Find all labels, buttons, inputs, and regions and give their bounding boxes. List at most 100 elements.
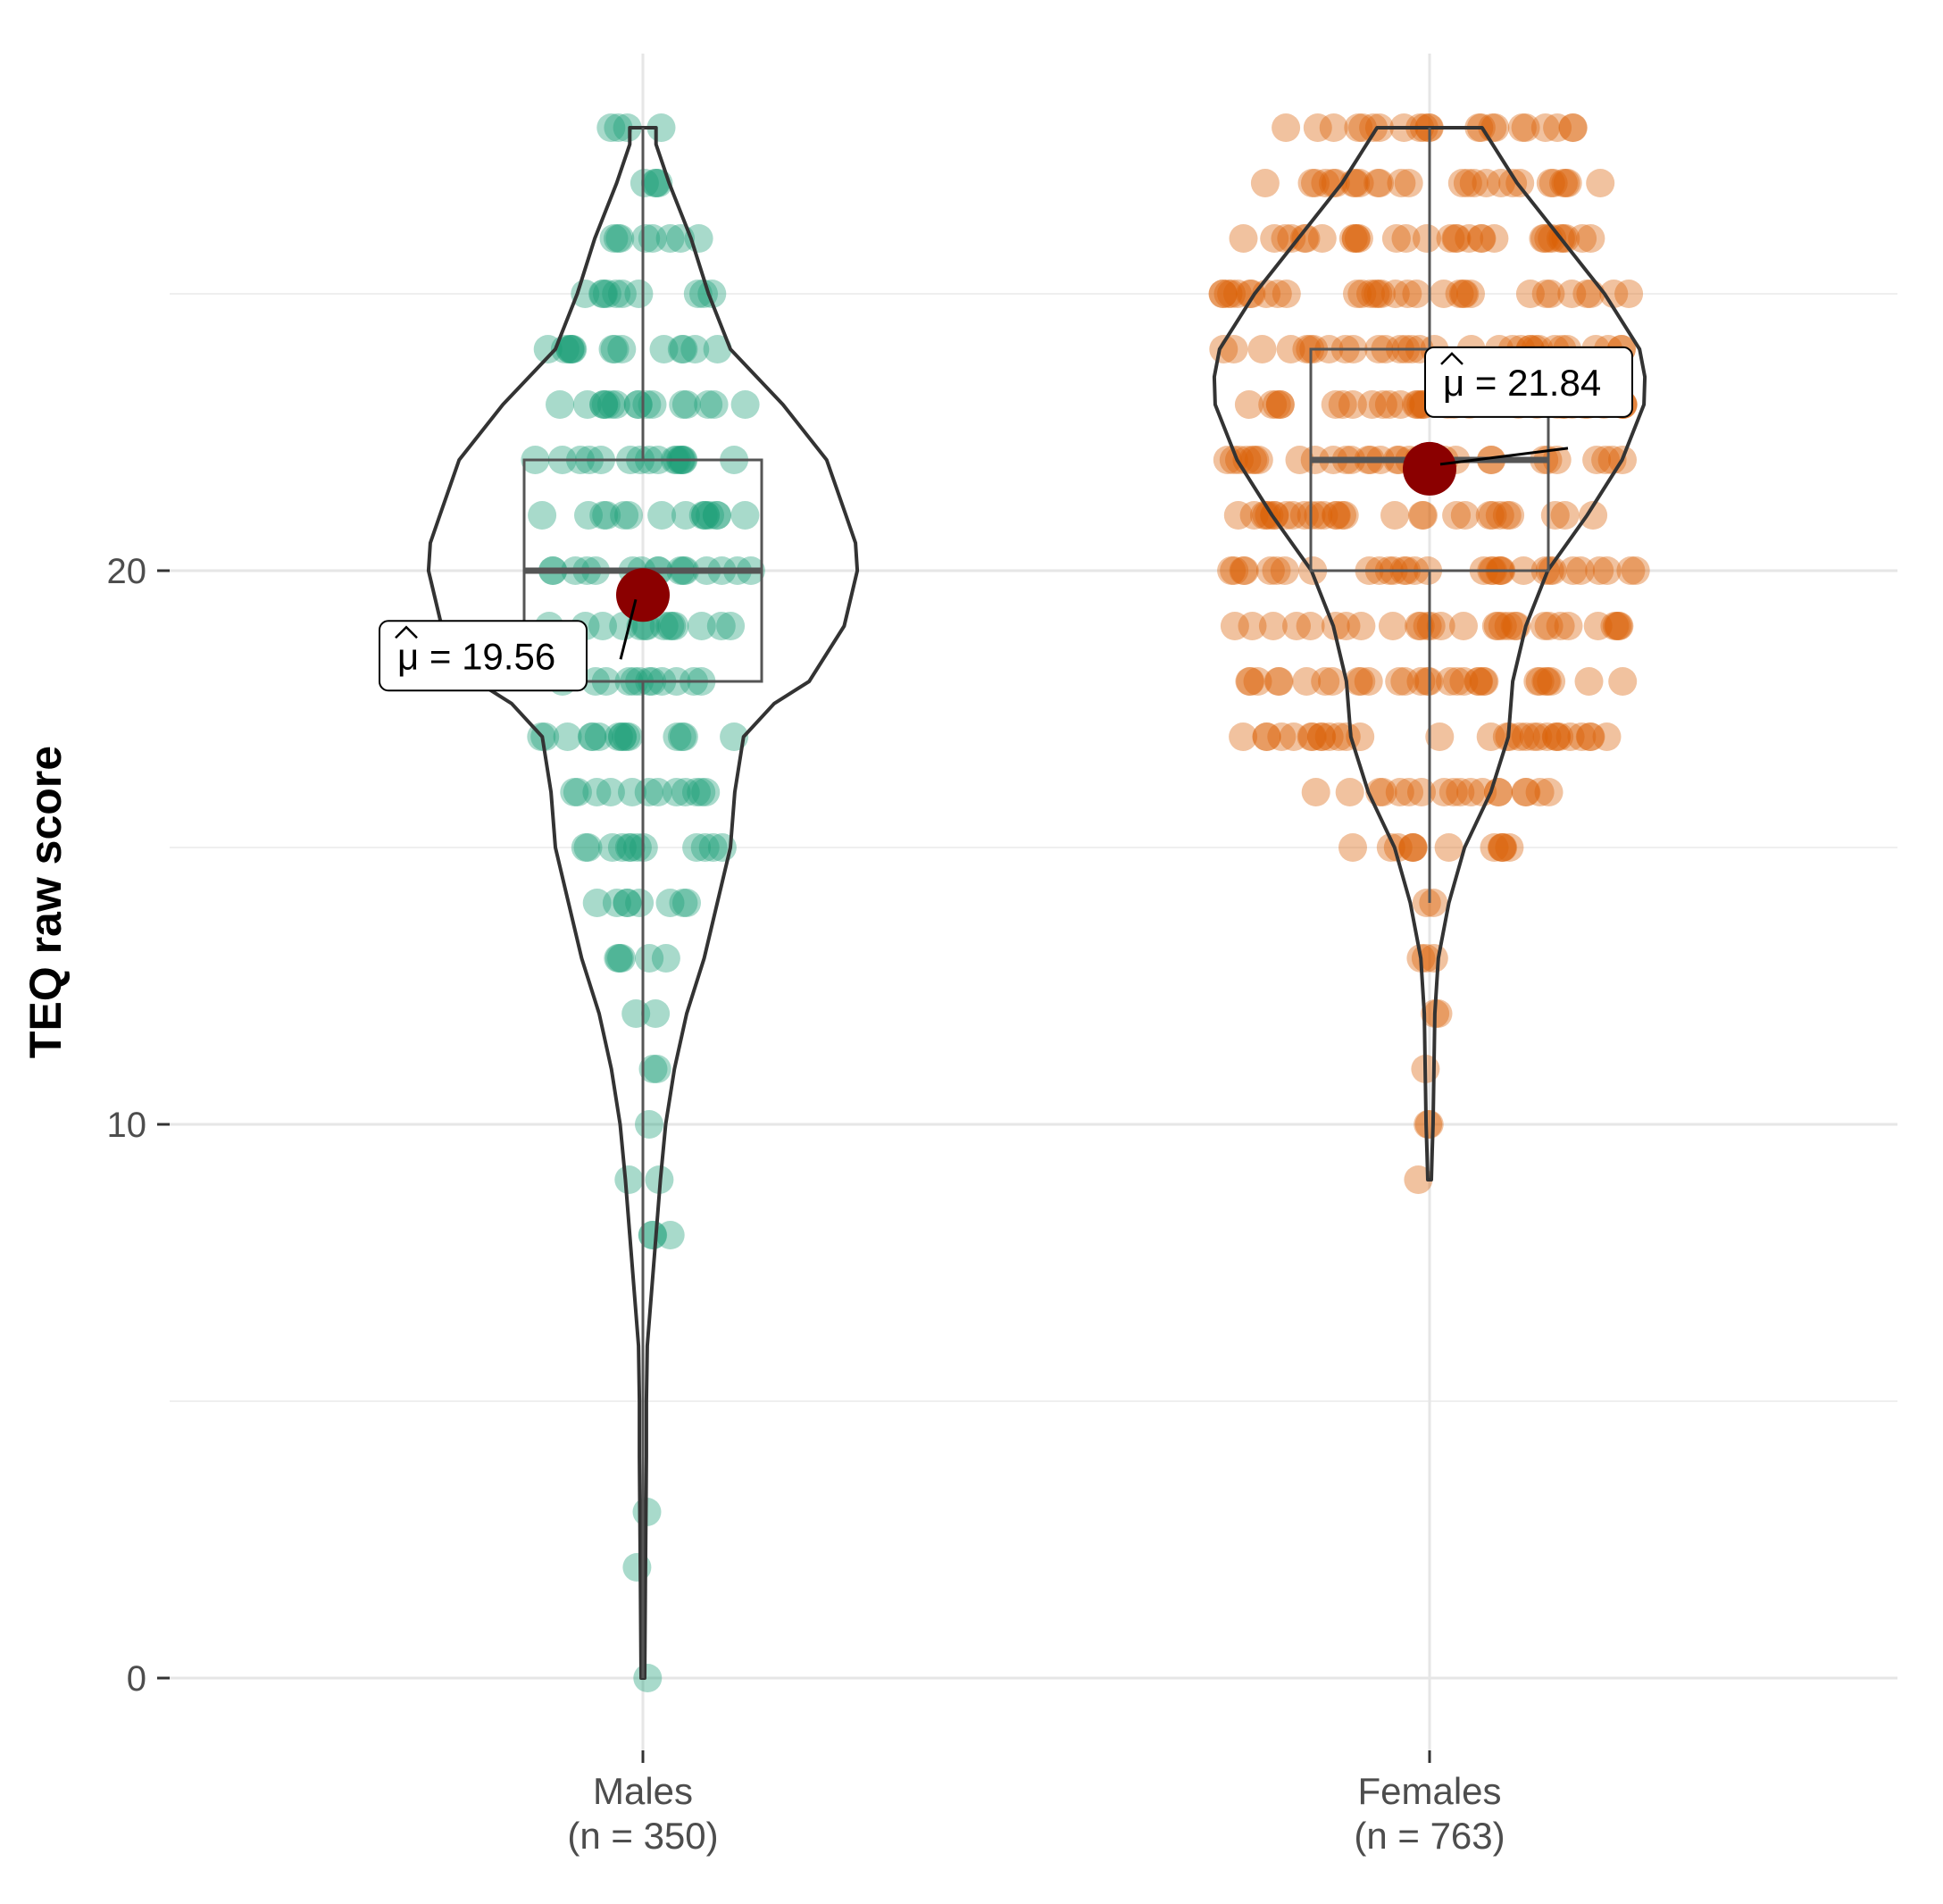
- data-point: [1243, 667, 1272, 696]
- mean-symbol: μ: [397, 635, 419, 677]
- data-point: [1529, 224, 1558, 253]
- data-point: [1436, 667, 1464, 696]
- data-point: [1538, 224, 1567, 253]
- data-point: [691, 778, 721, 806]
- data-point: [584, 722, 613, 751]
- data-point: [1453, 169, 1482, 197]
- data-point: [1405, 612, 1433, 640]
- data-point: [638, 1221, 668, 1249]
- data-point: [1456, 280, 1485, 308]
- data-point: [1413, 1110, 1443, 1139]
- data-point: [596, 778, 625, 806]
- data-point: [1338, 390, 1367, 419]
- data-point: [641, 169, 671, 197]
- data-point: [657, 612, 687, 640]
- data-point: [1567, 722, 1597, 751]
- data-point: [1500, 612, 1530, 640]
- data-point: [1608, 667, 1638, 696]
- data-point: [592, 501, 621, 530]
- data-point: [641, 999, 671, 1028]
- data-point: [663, 722, 692, 751]
- data-point: [1301, 169, 1330, 197]
- data-point: [1321, 612, 1350, 640]
- data-point: [1322, 501, 1351, 530]
- data-point: [1512, 778, 1541, 806]
- data-point: [1416, 612, 1446, 640]
- data-point: [1363, 169, 1393, 197]
- data-point: [533, 335, 563, 363]
- data-point: [1354, 667, 1383, 696]
- data-point: [612, 722, 641, 751]
- data-point: [669, 722, 698, 751]
- data-point: [1307, 722, 1337, 751]
- data-point: [1391, 224, 1421, 253]
- data-point: [1285, 446, 1314, 474]
- data-point: [630, 169, 659, 197]
- data-point: [528, 501, 557, 530]
- x-category-label: Females: [1357, 1770, 1501, 1812]
- data-point: [624, 280, 654, 308]
- data-point: [614, 833, 644, 862]
- data-point: [671, 778, 700, 806]
- data-point: [1356, 280, 1385, 308]
- data-point: [1519, 722, 1548, 751]
- data-point: [1488, 833, 1517, 862]
- data-point: [1494, 612, 1523, 640]
- data-point: [1447, 169, 1477, 197]
- data-point: [1219, 335, 1248, 363]
- data-point: [602, 889, 631, 917]
- data-point: [1208, 280, 1238, 308]
- data-point: [1265, 390, 1295, 419]
- data-point: [1449, 667, 1479, 696]
- data-point: [1374, 390, 1404, 419]
- data-point: [1511, 778, 1540, 806]
- data-point: [1469, 667, 1498, 696]
- data-point: [1385, 778, 1414, 806]
- data-point: [633, 1664, 663, 1692]
- data-point: [638, 1055, 668, 1083]
- data-point: [631, 224, 661, 253]
- data-point: [1464, 667, 1493, 696]
- data-point: [1429, 280, 1458, 308]
- data-point: [1239, 501, 1269, 530]
- data-point: [1398, 833, 1428, 862]
- mean-hat: [1440, 352, 1464, 365]
- data-point: [706, 612, 736, 640]
- data-point: [1321, 390, 1350, 419]
- data-point: [1485, 501, 1514, 530]
- data-point: [1546, 612, 1575, 640]
- mean-label-text: μ = 21.84: [1443, 362, 1601, 404]
- data-point: [1542, 446, 1572, 474]
- data-point: [1345, 169, 1374, 197]
- data-point: [1495, 833, 1524, 862]
- data-point: [688, 501, 718, 530]
- data-point: [1258, 390, 1288, 419]
- data-point: [1398, 833, 1427, 862]
- data-point: [1531, 667, 1561, 696]
- data-point: [1549, 169, 1578, 197]
- data-point: [1446, 778, 1475, 806]
- data-point: [1277, 224, 1306, 253]
- data-point: [574, 501, 603, 530]
- data-point: [1605, 612, 1634, 640]
- data-point: [608, 722, 638, 751]
- data-point: [1480, 833, 1509, 862]
- data-point: [1419, 889, 1448, 917]
- data-point: [643, 778, 672, 806]
- data-point: [1568, 224, 1597, 253]
- data-point: [1357, 390, 1387, 419]
- data-point: [589, 390, 618, 419]
- data-point: [601, 390, 630, 419]
- mean-label-text: μ = 19.56: [397, 635, 555, 677]
- data-point: [1217, 280, 1247, 308]
- data-point: [625, 889, 655, 917]
- data-point: [703, 335, 732, 363]
- data-point: [1523, 667, 1553, 696]
- data-point: [1335, 778, 1364, 806]
- mean-markers: μ = 19.56 μ = 21.84: [379, 346, 1633, 692]
- data-point: [1271, 224, 1300, 253]
- data-point: [1208, 280, 1238, 308]
- data-point: [1278, 501, 1307, 530]
- data-point: [604, 113, 633, 142]
- data-point: [613, 889, 642, 917]
